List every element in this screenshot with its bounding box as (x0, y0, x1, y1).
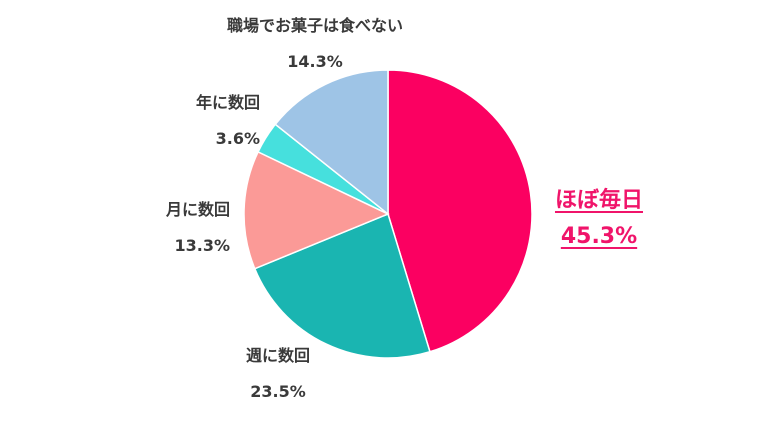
label-weekly-value: 23.5% (250, 382, 306, 401)
slice-never (274, 69, 389, 216)
label-weekly-name: 週に数回 (245, 346, 310, 365)
label-daily-name: ほぼ毎日 (554, 188, 643, 213)
label-yearly-value: 3.6% (215, 129, 260, 148)
label-monthly: 月に数回 13.3% (108, 202, 230, 254)
label-never: 職場でお菓子は食べない 14.3% (190, 18, 440, 70)
slice-monthly (243, 150, 390, 270)
label-daily-value: 45.3% (560, 224, 638, 249)
label-daily: ほぼ毎日 45.3% (544, 190, 654, 248)
label-yearly-name: 年に数回 (195, 93, 260, 112)
label-yearly: 年に数回 3.6% (160, 95, 260, 147)
slice-daily (387, 69, 533, 353)
label-never-value: 14.3% (287, 52, 343, 71)
label-weekly: 週に数回 23.5% (218, 348, 338, 400)
label-monthly-value: 13.3% (174, 236, 230, 255)
label-never-name: 職場でお菓子は食べない (226, 16, 403, 35)
label-monthly-name: 月に数回 (165, 200, 230, 219)
slice-weekly (253, 212, 431, 359)
